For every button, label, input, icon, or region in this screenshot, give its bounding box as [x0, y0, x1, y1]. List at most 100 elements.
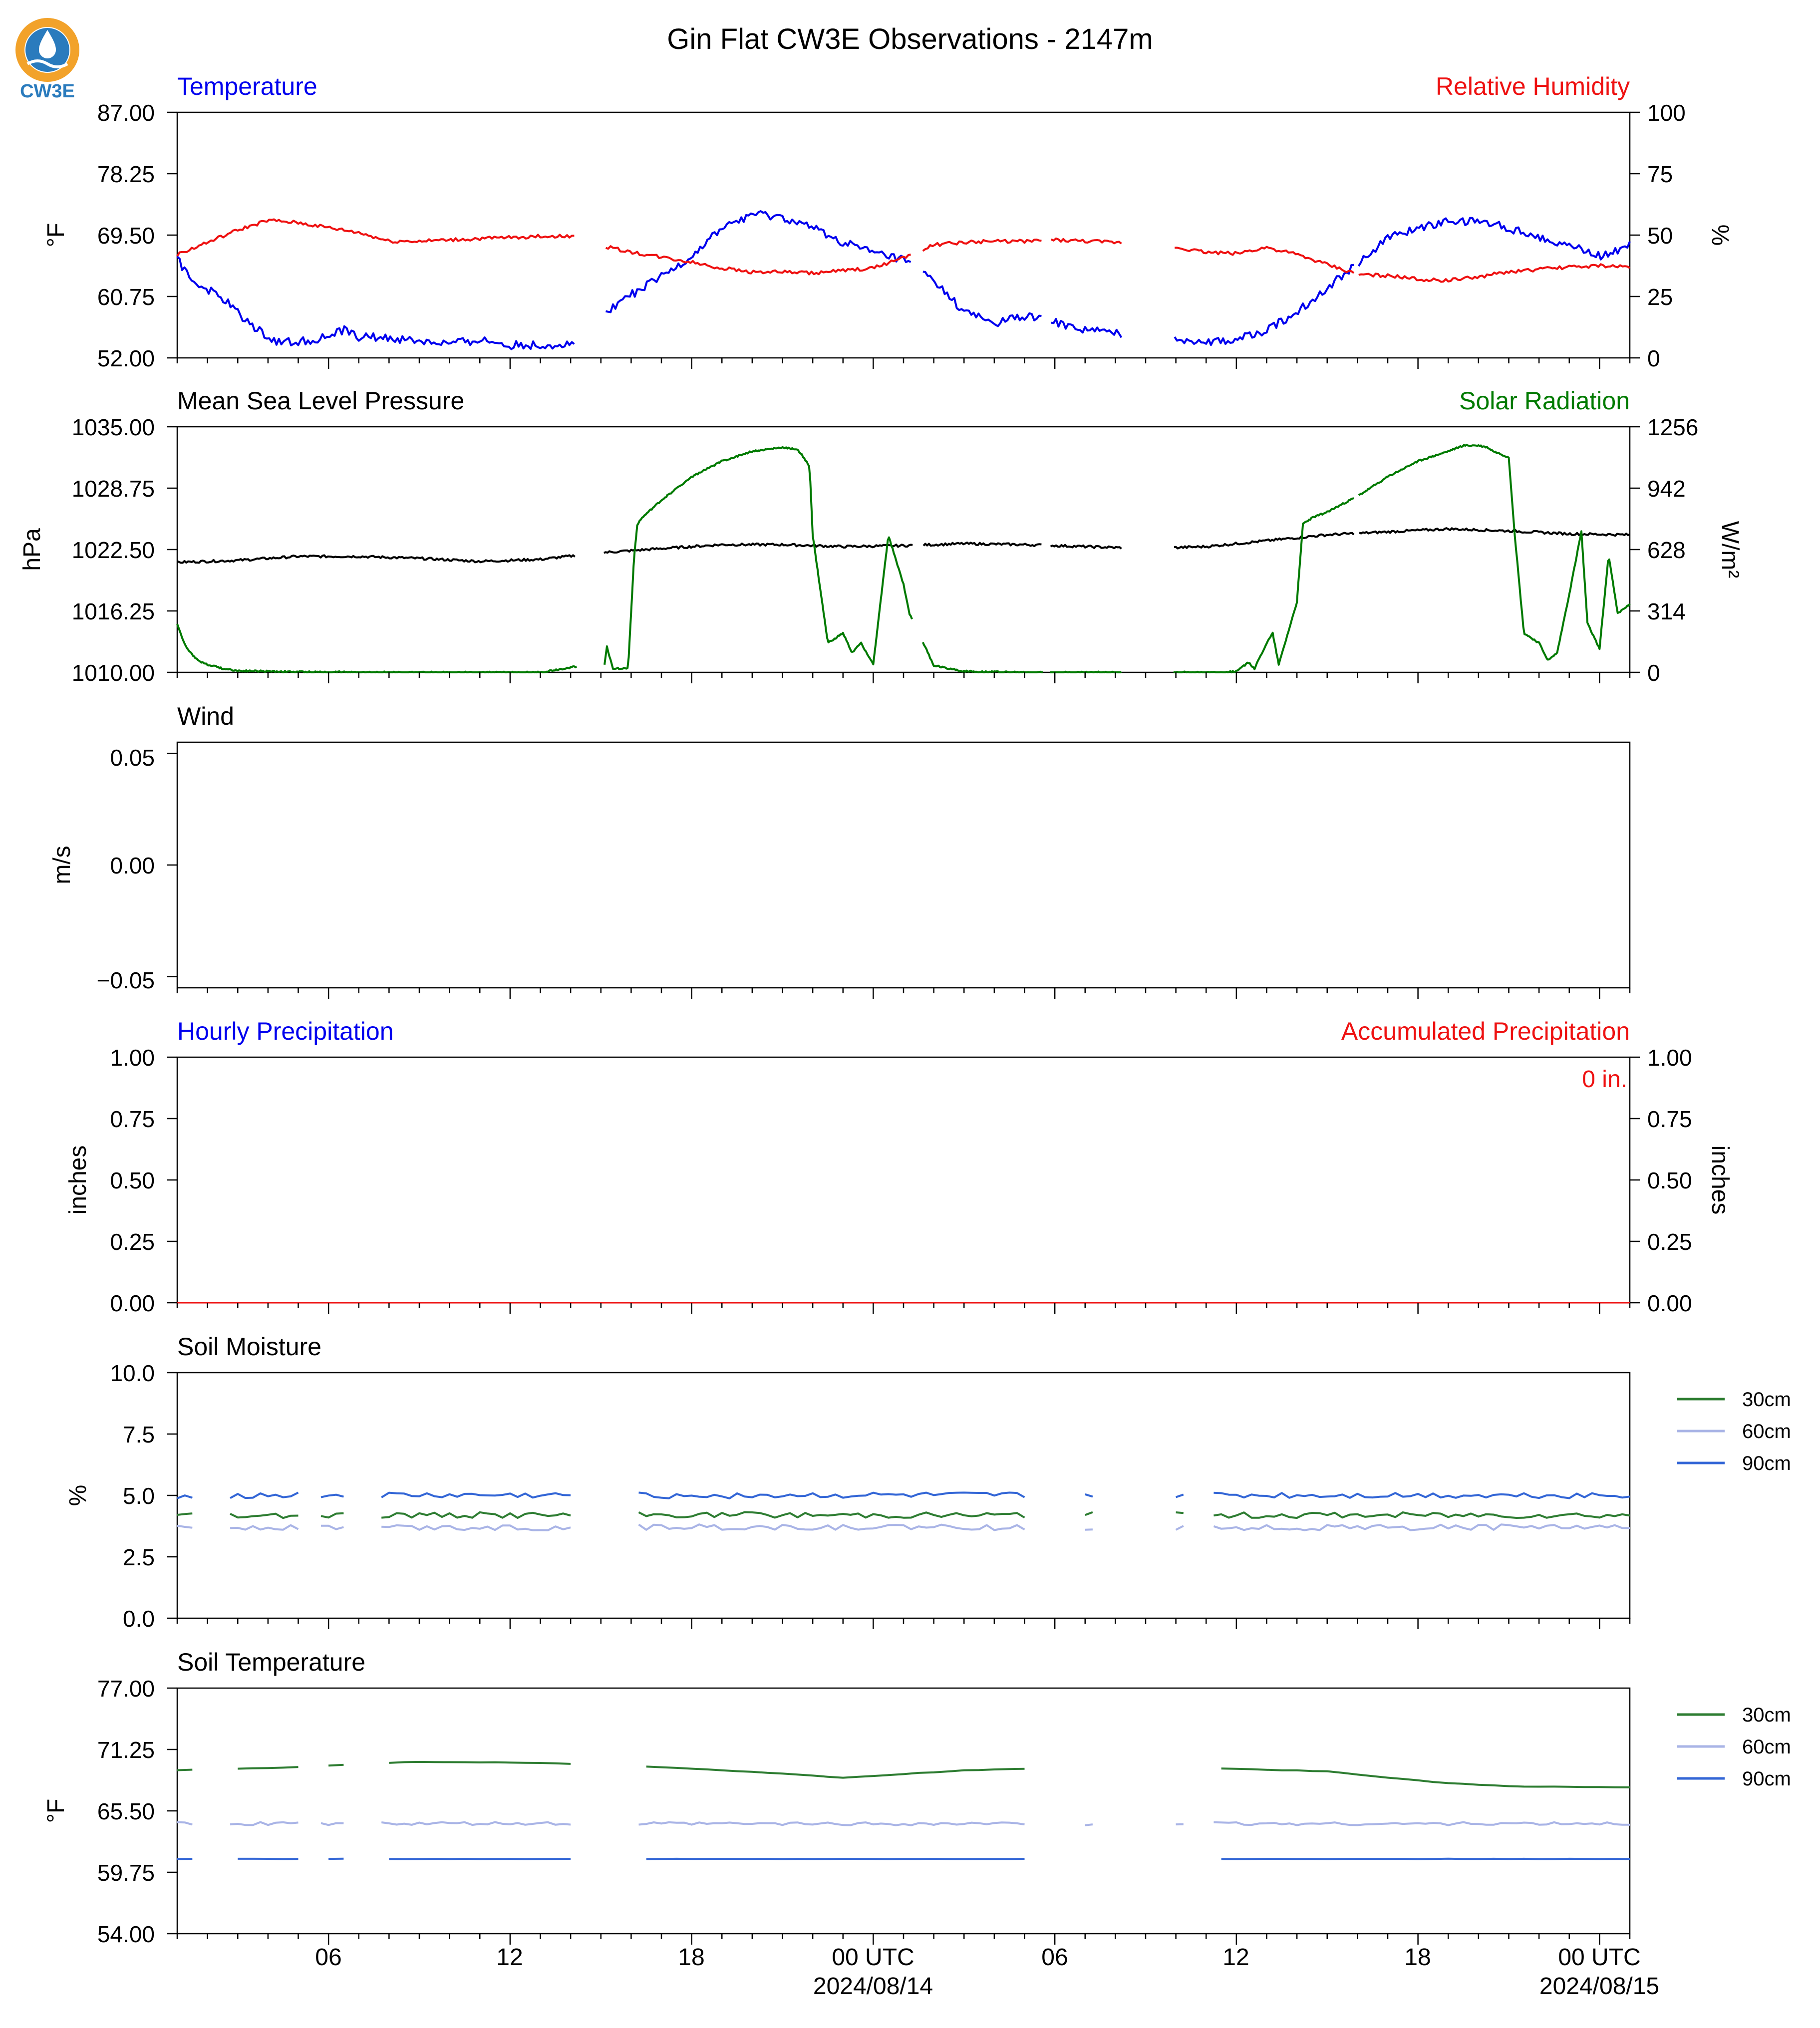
panel-soil-temperature-ylabel: °F — [43, 1799, 69, 1823]
xtick-date-label: 2024/08/14 — [813, 1973, 933, 2000]
soil-moisture-legend: 30cm 60cm 90cm — [1677, 1389, 1791, 1474]
ytick-label: 1028.75 — [72, 476, 155, 502]
ytick-label: 1035.00 — [72, 414, 155, 440]
panel-wind-ylabel: m/s — [49, 846, 75, 884]
ytick-label: 5.0 — [123, 1483, 155, 1509]
panel-hourly-precip-title: Hourly Precipitation — [177, 1017, 394, 1045]
ytick-label-right: 314 — [1647, 598, 1686, 624]
xtick-label: 06 — [315, 1944, 341, 1971]
ytick-label: 0.00 — [110, 853, 155, 878]
legend-label-30cm: 30cm — [1742, 1389, 1791, 1411]
panel-precipitation: Hourly Precipitation Accumulated Precipi… — [65, 1017, 1733, 1316]
ytick-label-right: 25 — [1647, 284, 1673, 310]
figure-title: Gin Flat CW3E Observations - 2147m — [667, 23, 1153, 55]
ytick-label-right: 1256 — [1647, 414, 1698, 440]
panel-humidity-right-ticks: 0 25 50 75 100 — [1647, 100, 1686, 371]
panel-soil-moisture-ylabel: % — [65, 1485, 91, 1506]
panel-solar-right-ticks: 0 314 628 942 1256 — [1647, 414, 1698, 686]
series-line-temperature — [176, 210, 1631, 350]
ytick-label: 0.00 — [110, 1290, 155, 1316]
ytick-label: 0.05 — [110, 745, 155, 771]
ytick-label-right: 0.75 — [1647, 1106, 1692, 1132]
panel-precip-ylabel-right: inches — [1707, 1146, 1733, 1215]
logo-drop-icon — [39, 30, 56, 58]
ytick-label-right: 100 — [1647, 100, 1686, 126]
ytick-label: 71.25 — [97, 1737, 155, 1763]
legend-label-60cm: 60cm — [1742, 1421, 1791, 1443]
ytick-label: 1.00 — [110, 1045, 155, 1071]
legend-label-60cm: 60cm — [1742, 1736, 1791, 1758]
series-line-humidity — [176, 218, 1631, 283]
xtick-label: 00 UTC — [1558, 1944, 1640, 1971]
panel-soil-moisture: Soil Moisture 0.0 2.5 5.0 7.5 10.0 % 30c… — [65, 1333, 1791, 1632]
ytick-label: −0.05 — [97, 967, 155, 993]
panel-soil-temperature-left-ticks: 54.00 59.75 65.50 71.25 77.00 — [97, 1676, 155, 1947]
panel-temperature-frame — [176, 111, 1631, 359]
panel-accum-precip-title: Accumulated Precipitation — [1341, 1017, 1630, 1045]
ytick-label: 60.75 — [97, 284, 155, 310]
x-axis-labels: 06 12 18 00 UTC 2024/08/14 06 12 18 00 U… — [315, 1944, 1659, 2000]
ytick-label: 54.00 — [97, 1921, 155, 1947]
panel-pressure-ylabel: hPa — [19, 528, 45, 571]
ytick-label: 52.00 — [97, 345, 155, 371]
ytick-label: 1016.25 — [72, 598, 155, 624]
panel-soil-moisture-title: Soil Moisture — [177, 1333, 321, 1361]
cw3e-logo: CW3E — [15, 18, 79, 102]
ytick-label: 78.25 — [97, 161, 155, 187]
legend-label-90cm: 90cm — [1742, 1452, 1791, 1474]
xtick-label: 06 — [1041, 1944, 1068, 1971]
panel-soil-moisture-left-ticks: 0.0 2.5 5.0 7.5 10.0 — [110, 1360, 155, 1632]
panel-temperature-humidity: Temperature Relative Humidity 52.00 60.7… — [43, 72, 1733, 371]
ytick-label: 1022.50 — [72, 537, 155, 563]
ytick-label-right: 628 — [1647, 537, 1686, 563]
panel-precip-right-ticks: 0.00 0.25 0.50 0.75 1.00 — [1647, 1045, 1692, 1316]
ytick-label: 1010.00 — [72, 660, 155, 686]
xtick-date-label: 2024/08/15 — [1539, 1973, 1659, 2000]
ytick-label-right: 75 — [1647, 161, 1673, 187]
ytick-label-right: 0.25 — [1647, 1229, 1692, 1255]
series-line-30cm — [177, 1511, 1630, 1519]
ytick-label: 0.25 — [110, 1229, 155, 1255]
panel-precip-ylabel: inches — [65, 1146, 91, 1215]
ytick-label: 59.75 — [97, 1860, 155, 1886]
panel-wind-frame — [176, 741, 1631, 989]
panel-temperature-ylabel: °F — [43, 223, 69, 248]
ytick-label-right: 1.00 — [1647, 1045, 1692, 1071]
xtick-label: 18 — [1404, 1944, 1431, 1971]
logo-wave-icon — [26, 59, 68, 68]
accumulated-precip-annotation: 0 in. — [1582, 1066, 1627, 1093]
ytick-label: 7.5 — [123, 1422, 155, 1448]
panel-solar-title: Solar Radiation — [1459, 387, 1630, 415]
panel-soil-moisture-series — [177, 1491, 1630, 1531]
ytick-label: 0.0 — [123, 1606, 155, 1632]
panel-pressure-left-ticks: 1010.00 1016.25 1022.50 1028.75 1035.00 — [72, 414, 155, 686]
panel-wind: Wind −0.05 0.00 0.05 m/s — [49, 702, 1631, 993]
panel-soil-temperature-frame — [176, 1687, 1631, 1935]
panel-temperature-title: Temperature — [177, 72, 317, 100]
panel-soil-temperature-title: Soil Temperature — [177, 1648, 365, 1676]
xtick-label: 18 — [678, 1944, 704, 1971]
ytick-label-right: 0.50 — [1647, 1167, 1692, 1193]
panel-solar-ylabel: W/m² — [1717, 521, 1743, 579]
series-line-30cm — [177, 1760, 1630, 1788]
ytick-label: 0.75 — [110, 1106, 155, 1132]
ytick-label: 2.5 — [123, 1544, 155, 1570]
series-line-pressure — [177, 527, 1630, 564]
ytick-label-right: 0.00 — [1647, 1290, 1692, 1316]
soil-temperature-legend: 30cm 60cm 90cm — [1677, 1704, 1791, 1790]
logo-ring — [15, 18, 79, 82]
series-line-60cm — [177, 1523, 1630, 1531]
ytick-label: 69.50 — [97, 223, 155, 249]
ytick-label: 0.50 — [110, 1167, 155, 1193]
xtick-label: 12 — [1222, 1944, 1249, 1971]
panel-precip-frame — [176, 1056, 1631, 1304]
x-axis-ticks — [167, 111, 1640, 1945]
ytick-label-right: 50 — [1647, 223, 1673, 249]
panel-pressure-solar: Mean Sea Level Pressure Solar Radiation … — [19, 387, 1743, 686]
xtick-label: 00 UTC — [832, 1944, 914, 1971]
ytick-label: 10.0 — [110, 1360, 155, 1386]
panel-pressure-series — [176, 444, 1631, 673]
ytick-label-right: 942 — [1647, 476, 1686, 502]
panel-wind-title: Wind — [177, 702, 234, 730]
